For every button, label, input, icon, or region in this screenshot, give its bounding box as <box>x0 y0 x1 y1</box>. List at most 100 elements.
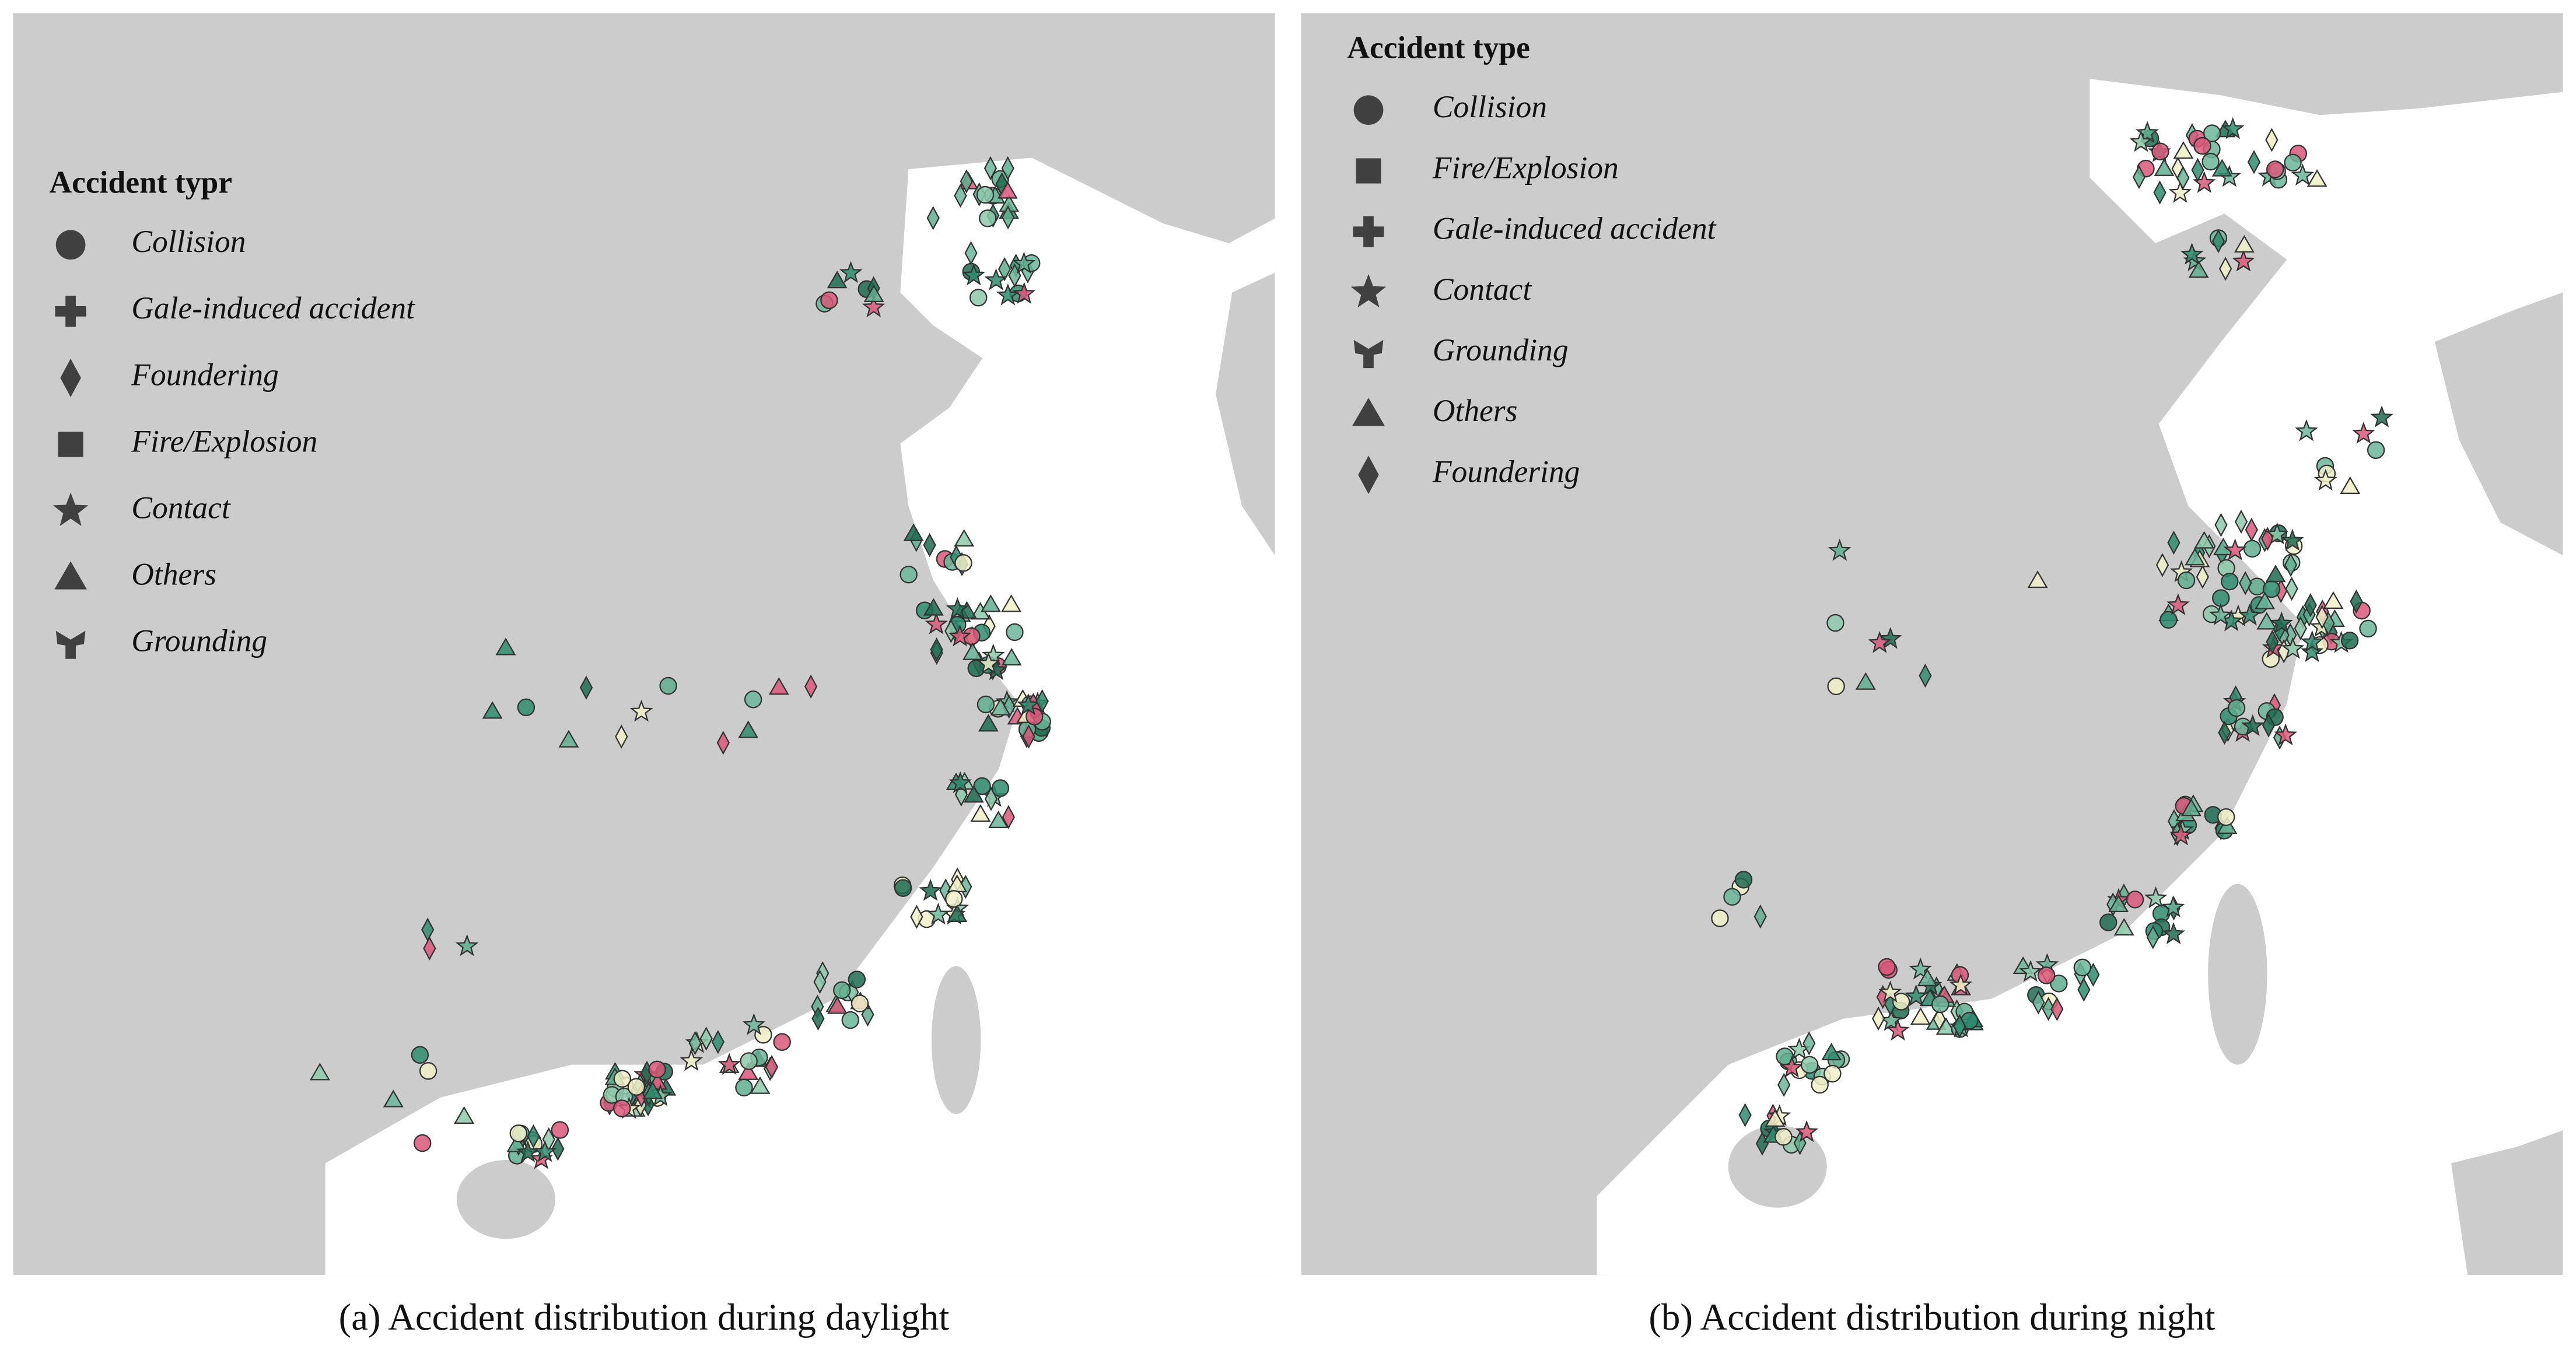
accident-marker <box>811 1006 825 1031</box>
legend-label: Grounding <box>1433 332 1569 367</box>
accident-marker <box>1910 1007 1931 1025</box>
accident-marker <box>2196 565 2209 589</box>
accident-marker <box>423 936 436 961</box>
accident-marker <box>1878 980 1902 1003</box>
accident-marker <box>2073 958 2092 977</box>
accident-marker <box>2144 886 2168 909</box>
accident-marker <box>969 289 988 307</box>
accident-marker <box>977 695 995 714</box>
accident-marker <box>962 642 983 660</box>
accident-marker <box>2126 891 2144 909</box>
accident-marker <box>1001 647 1022 666</box>
accident-marker <box>2018 960 2042 982</box>
accident-marker <box>894 879 912 897</box>
map-panel <box>13 13 1275 1275</box>
accident-marker <box>2314 468 2337 491</box>
accident-marker <box>1001 205 1015 230</box>
legend-label: Fire/Explosion <box>1432 150 1619 185</box>
accident-marker <box>2027 570 2048 588</box>
accident-marker <box>2162 922 2186 944</box>
accident-marker <box>2129 129 2153 152</box>
accident-marker <box>419 1062 438 1080</box>
accident-marker <box>1012 251 1036 274</box>
accident-marker <box>718 1053 741 1075</box>
accident-marker <box>954 183 967 208</box>
accident-marker <box>947 904 968 923</box>
accident-marker <box>988 810 1009 829</box>
accident-marker <box>551 1137 565 1161</box>
accident-marker <box>2359 619 2377 638</box>
accident-marker <box>1878 626 1902 649</box>
accident-marker <box>850 994 869 1012</box>
accident-marker <box>930 637 943 662</box>
accident-marker <box>862 295 886 318</box>
accident-marker <box>2291 163 2315 186</box>
accident-marker <box>980 594 1001 612</box>
accident-marker <box>2173 141 2194 159</box>
accident-marker <box>2169 823 2193 846</box>
accident-marker <box>1002 805 1015 829</box>
accident-marker <box>454 1106 475 1124</box>
accident-marker <box>680 1049 704 1071</box>
accident-marker <box>1017 693 1040 716</box>
accident-marker <box>1855 672 1876 690</box>
accident-marker <box>919 879 942 901</box>
accident-marker <box>2166 593 2190 615</box>
accident-marker <box>2239 571 2252 595</box>
accident-marker <box>2370 405 2393 427</box>
accident-marker <box>954 554 972 572</box>
accident-marker <box>997 181 1018 199</box>
accident-marker <box>2218 257 2232 281</box>
legend-label: Gale-induced accident <box>131 290 415 325</box>
accident-marker <box>984 787 998 811</box>
accident-marker <box>1821 1043 1842 1061</box>
legend-symbol <box>1352 398 1385 426</box>
legend-symbol <box>58 432 83 457</box>
accident-marker <box>699 1026 713 1051</box>
accident-marker <box>2032 990 2045 1015</box>
accident-marker <box>482 701 503 719</box>
accident-marker <box>2238 603 2262 626</box>
accident-marker <box>1828 538 1852 561</box>
accident-marker <box>551 1121 569 1139</box>
accident-marker <box>839 261 863 283</box>
legend-symbol <box>60 359 81 397</box>
legend-symbol <box>55 230 86 260</box>
accident-marker <box>2211 159 2232 177</box>
accident-marker <box>2255 591 2276 609</box>
accident-marker <box>2227 699 2246 717</box>
accident-marker <box>509 1124 528 1142</box>
accident-marker <box>2211 229 2225 254</box>
accident-marker <box>2177 571 2196 590</box>
accident-marker <box>738 720 759 738</box>
accident-marker <box>1953 1014 1966 1039</box>
accident-marker <box>2160 611 2178 629</box>
accident-marker <box>2367 441 2385 459</box>
accident-marker <box>2340 476 2361 495</box>
accident-marker <box>1006 623 1024 642</box>
accident-marker <box>1780 1055 1804 1078</box>
accident-marker <box>2185 548 2206 566</box>
accident-marker <box>2262 713 2276 738</box>
accident-marker <box>945 890 963 908</box>
accident-marker <box>2241 714 2264 737</box>
accident-marker <box>659 677 677 695</box>
legend-symbol <box>1353 216 1384 247</box>
legend-symbol <box>52 492 89 526</box>
accident-marker <box>976 185 995 204</box>
legend-symbol <box>1350 274 1387 308</box>
accident-marker <box>2223 538 2247 560</box>
accident-marker <box>613 1070 632 1088</box>
accident-marker <box>996 283 1020 306</box>
accident-marker <box>964 241 978 265</box>
accident-marker <box>1909 957 1932 980</box>
accident-marker <box>2214 513 2228 537</box>
accident-marker <box>2300 630 2324 653</box>
accident-marker <box>990 697 1011 716</box>
accident-marker <box>742 1012 766 1035</box>
accident-marker <box>926 902 950 925</box>
accident-marker <box>2352 422 2375 444</box>
accident-marker <box>1905 984 1928 1007</box>
map-panel <box>1301 13 2563 1275</box>
legend-label: Foundering <box>1432 454 1580 489</box>
